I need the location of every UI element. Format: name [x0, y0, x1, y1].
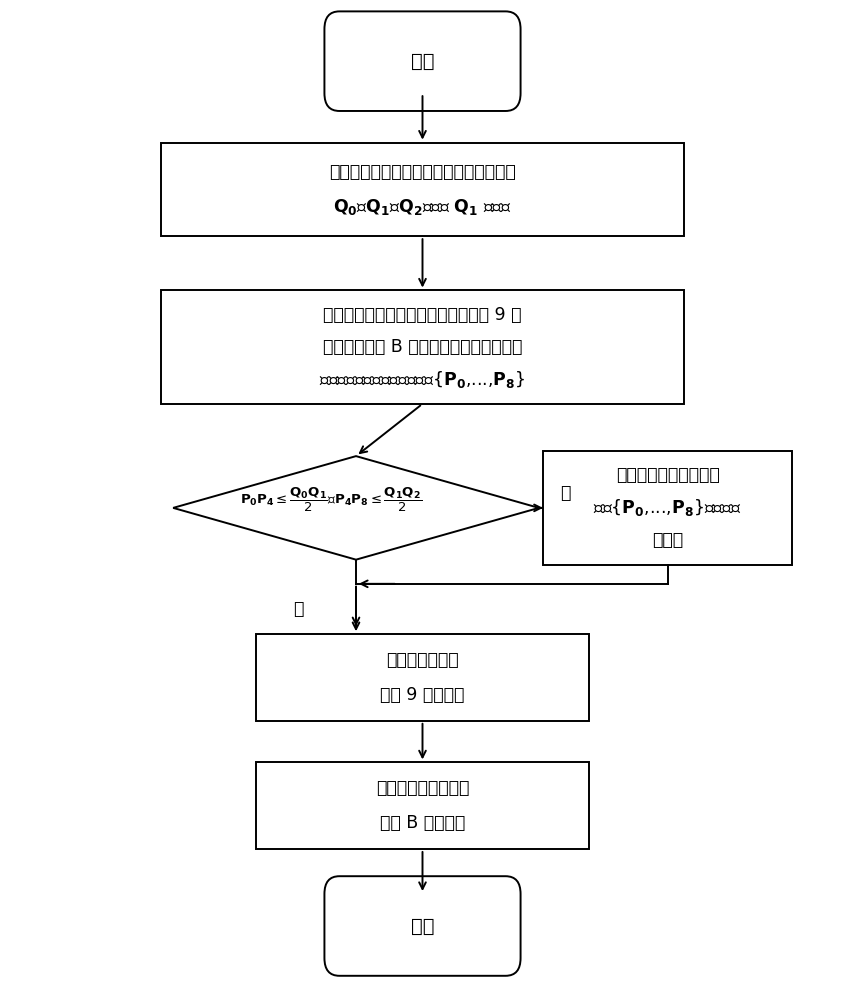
Polygon shape [173, 456, 538, 560]
Bar [256, 762, 588, 849]
Bar [160, 290, 684, 404]
Bar [543, 451, 792, 565]
Text: 其节点矢量，并反算出控制点{$\mathbf{P_0}$,...,$\mathbf{P_8}$}: 其节点矢量，并反算出控制点{$\mathbf{P_0}$,...,$\mathb… [319, 369, 525, 390]
Text: 得到用于拐点平滑的: 得到用于拐点平滑的 [376, 779, 468, 797]
Text: $\mathbf{P_0P_4} \leq \dfrac{\mathbf{Q_0Q_1}}{2}$且$\mathbf{P_4P_8} \leq \dfrac{\: $\mathbf{P_0P_4} \leq \dfrac{\mathbf{Q_0… [240, 486, 422, 514]
Text: 结束: 结束 [410, 916, 434, 936]
Bar [160, 143, 684, 236]
Text: 否: 否 [559, 484, 570, 502]
Text: 求出特征多边形: 求出特征多边形 [386, 651, 458, 669]
Text: $\mathbf{Q_0}$、$\mathbf{Q_1}$、$\mathbf{Q_2}$，其中 $\mathbf{Q_1}$ 为拐点: $\mathbf{Q_0}$、$\mathbf{Q_1}$、$\mathbf{Q… [333, 197, 511, 217]
Text: 是: 是 [292, 600, 303, 618]
FancyBboxPatch shape [324, 11, 520, 111]
Text: 借助重顶点方法和凸包性质构造出由 9 个: 借助重顶点方法和凸包性质构造出由 9 个 [323, 306, 521, 324]
Text: 五次 B 样条曲线: 五次 B 样条曲线 [380, 814, 464, 832]
FancyBboxPatch shape [324, 876, 520, 976]
Text: 读入最大逼近误差和线性加工直线段顶点: 读入最大逼近误差和线性加工直线段顶点 [328, 163, 516, 181]
Text: 采用比例调节算法对控: 采用比例调节算法对控 [615, 466, 719, 484]
Text: 性修正: 性修正 [652, 531, 683, 549]
Bar [256, 634, 588, 721]
Text: 开始: 开始 [410, 52, 434, 71]
Text: 控制点组成的 B 样条曲线的特征多边形及: 控制点组成的 B 样条曲线的特征多边形及 [322, 338, 522, 356]
Text: 及其 9 个控制点: 及其 9 个控制点 [380, 686, 464, 704]
Text: 制点{$\mathbf{P_0}$,...,$\mathbf{P_8}$}进行一次: 制点{$\mathbf{P_0}$,...,$\mathbf{P_8}$}进行一… [592, 497, 741, 518]
